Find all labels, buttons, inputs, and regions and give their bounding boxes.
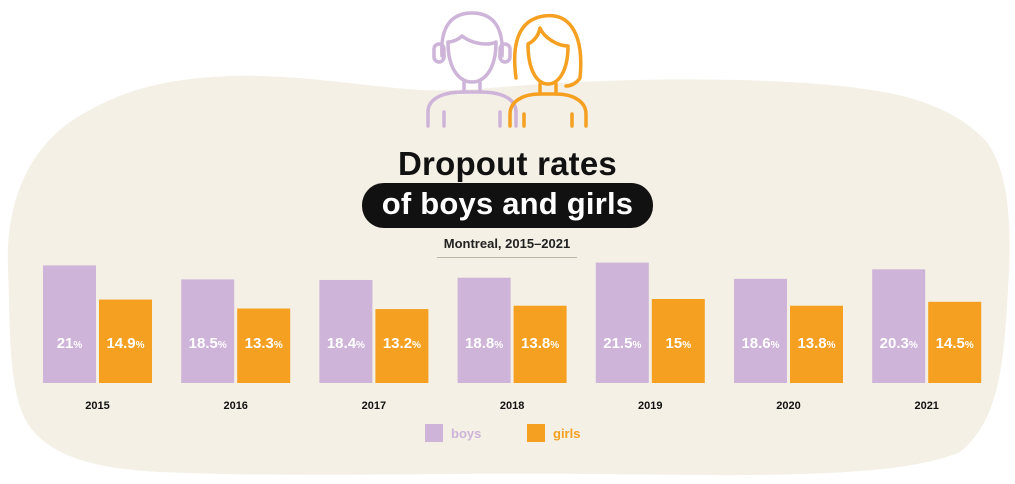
- data-label-boys-2017: 18.4%: [327, 335, 365, 352]
- bar-girls-2016: [237, 308, 291, 383]
- boy-icon: [426, 11, 518, 128]
- chart-subtitle: Montreal, 2015–2021: [437, 236, 577, 258]
- chart-title-line1: Dropout rates: [398, 145, 617, 182]
- data-label-girls-2021: 14.5%: [936, 335, 974, 352]
- data-label-boys-2016: 18.5%: [189, 335, 227, 352]
- x-tick-label-2019: 2019: [638, 400, 662, 412]
- x-tick-label-2021: 2021: [914, 400, 938, 412]
- x-tick-label-2016: 2016: [223, 400, 247, 412]
- bar-boys-2020: [734, 278, 787, 383]
- bar-boys-2018: [457, 277, 511, 383]
- legend-label-boys: boys: [451, 425, 482, 441]
- legend-swatch-girls: [527, 424, 545, 442]
- bar-girls-2019: [651, 299, 705, 383]
- data-label-boys-2019: 21.5%: [603, 335, 641, 352]
- bar-girls-2021: [928, 301, 982, 383]
- chart-title-line2-wrap: of boys and girls: [0, 183, 1015, 228]
- chart-title-line2: of boys and girls: [361, 183, 654, 228]
- legend-swatch-boys: [425, 424, 443, 442]
- x-tick-label-2017: 2017: [362, 400, 386, 412]
- data-label-girls-2017: 13.2%: [383, 335, 421, 352]
- data-label-girls-2019: 15%: [666, 335, 692, 352]
- bar-boys-2015: [43, 265, 96, 383]
- data-label-girls-2015: 14.9%: [106, 335, 144, 352]
- data-label-girls-2018: 13.8%: [521, 335, 559, 352]
- bar-girls-2018: [513, 305, 567, 383]
- legend-item-boys: boys: [425, 424, 481, 442]
- bar-boys-2021: [872, 269, 926, 383]
- data-label-boys-2020: 18.6%: [741, 335, 779, 352]
- legend-item-girls: girls: [527, 424, 580, 442]
- bar-boys-2016: [181, 279, 235, 383]
- x-tick-label-2015: 2015: [85, 400, 109, 412]
- bar-boys-2017: [319, 279, 373, 383]
- bar-boys-2019: [595, 262, 649, 383]
- x-tick-label-2018: 2018: [500, 400, 524, 412]
- bar-girls-2017: [375, 309, 429, 383]
- data-label-girls-2016: 13.3%: [245, 335, 283, 352]
- data-label-girls-2020: 13.8%: [797, 335, 835, 352]
- bar-girls-2015: [99, 299, 152, 383]
- bar-girls-2020: [790, 305, 843, 383]
- girl-icon: [508, 13, 588, 128]
- data-label-boys-2021: 20.3%: [880, 335, 918, 352]
- data-label-boys-2018: 18.8%: [465, 335, 503, 352]
- data-label-boys-2015: 21%: [57, 335, 83, 352]
- x-tick-label-2020: 2020: [776, 400, 800, 412]
- legend-label-girls: girls: [553, 425, 581, 441]
